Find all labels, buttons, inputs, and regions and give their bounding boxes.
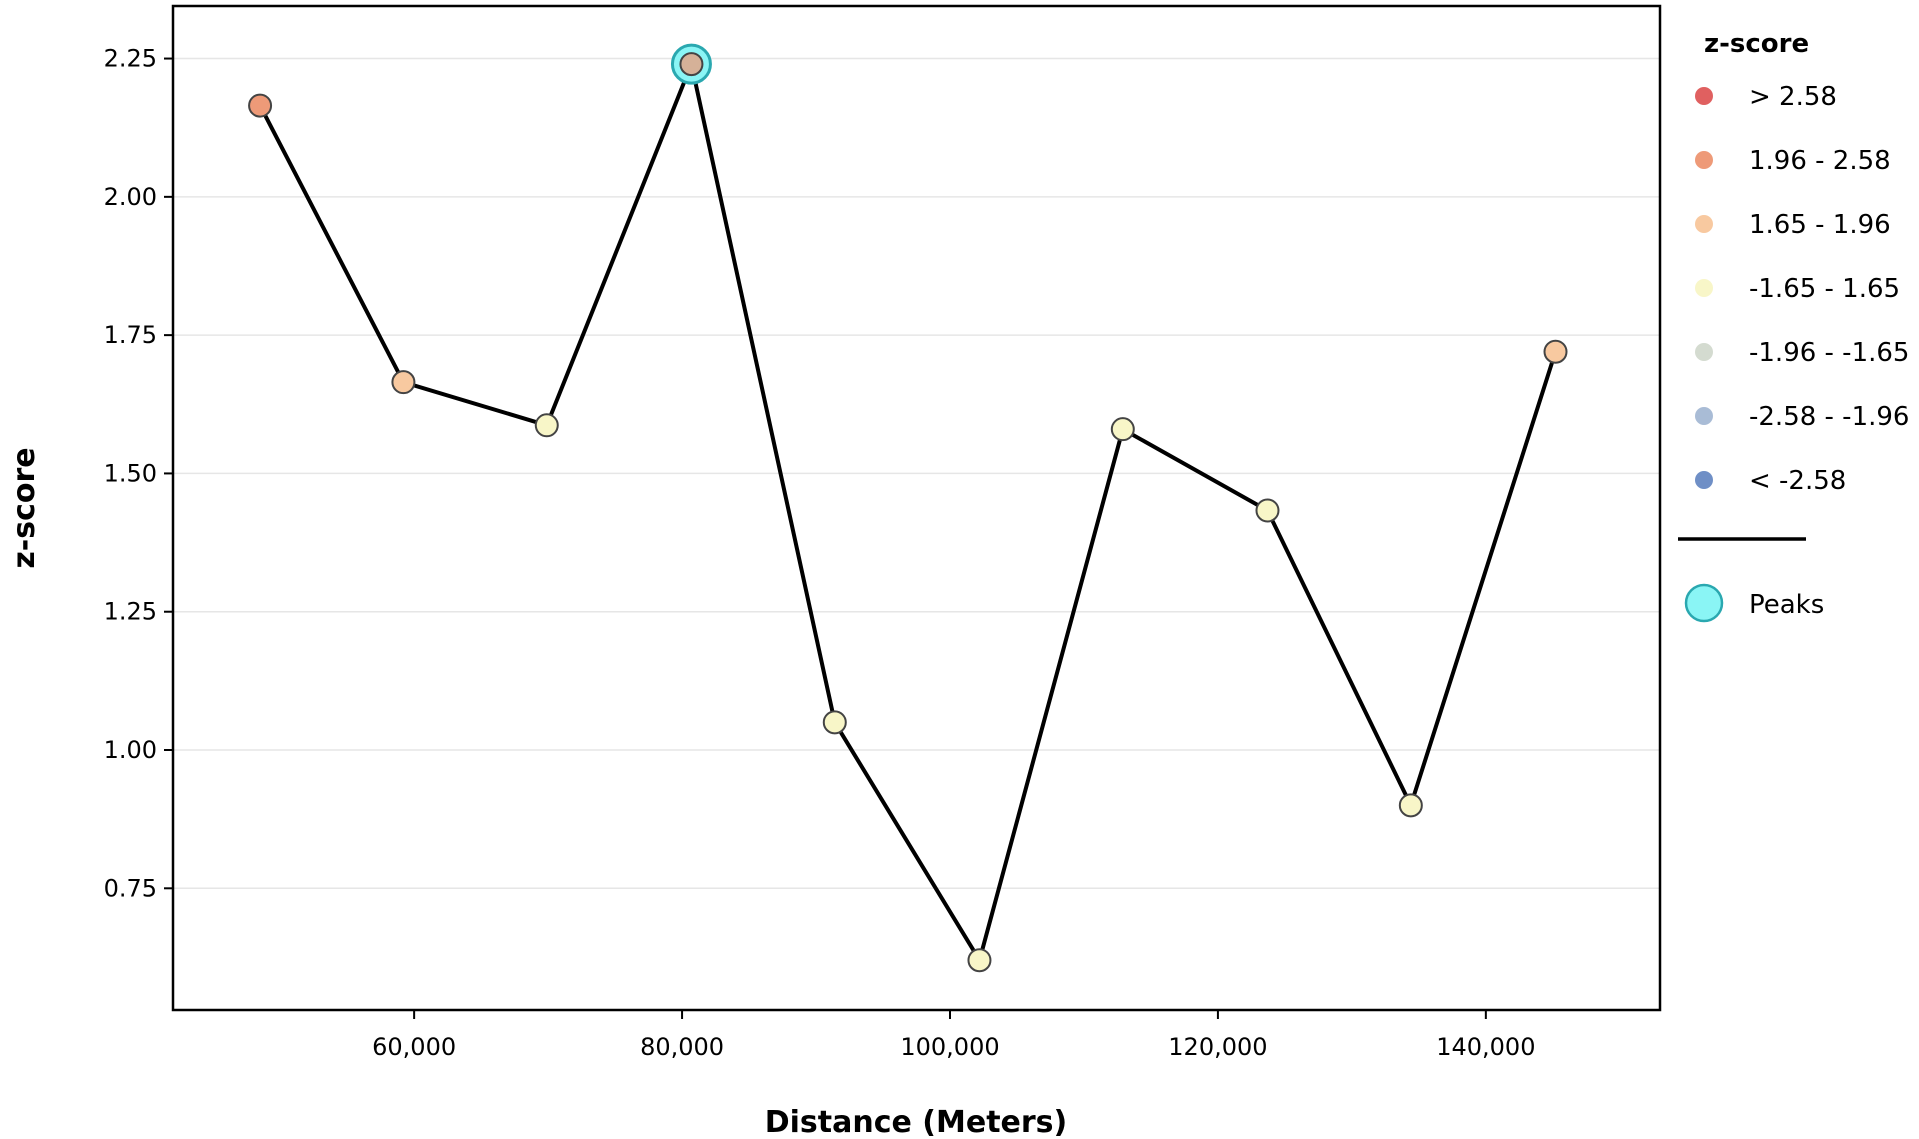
legend-swatch [1695,151,1713,169]
legend-label: 1.65 - 1.96 [1749,210,1891,240]
data-point [1398,793,1423,818]
legend-label: 1.96 - 2.58 [1749,146,1891,176]
y-tick-label: 1.75 [104,321,157,349]
legend-swatch [1695,87,1713,105]
x-tick-label: 120,000 [1168,1033,1267,1061]
legend-swatch [1695,407,1713,425]
data-point [248,93,273,118]
y-tick-label: 0.75 [104,874,157,902]
data-point [1110,417,1135,442]
legend: z-score > 2.58 1.96 - 2.58 1.65 - 1.96 -1.6… [1678,29,1909,623]
data-point [391,370,416,395]
data-point [822,710,847,735]
data-point [534,413,559,438]
y-axis-ticks: 0.75 1.00 1.25 1.50 1.75 2.00 2.25 [104,45,173,902]
y-tick-label: 2.00 [104,183,157,211]
y-axis-title: z-score [7,447,42,568]
legend-label: -1.96 - -1.65 [1749,338,1909,368]
series-line [258,62,1558,963]
data-point [1255,498,1280,523]
legend-label: > 2.58 [1749,82,1837,112]
legend-swatch [1695,471,1713,489]
data-point [1543,339,1568,364]
data-point [967,948,992,973]
legend-peak-label: Peaks [1749,590,1824,620]
y-tick-label: 1.00 [104,736,157,764]
legend-swatch [1695,215,1713,233]
legend-swatch [1695,343,1713,361]
legend-label: -2.58 - -1.96 [1749,402,1909,432]
legend-label: < -2.58 [1749,466,1846,496]
data-points [248,43,1568,973]
series-z-score [258,62,1558,963]
x-tick-label: 60,000 [372,1033,456,1061]
y-tick-label: 1.25 [104,598,157,626]
legend-items: > 2.58 1.96 - 2.58 1.65 - 1.96 -1.65 - 1.65… [1695,82,1909,496]
y-gridlines [173,57,1660,890]
y-tick-label: 1.50 [104,459,157,487]
legend-swatch [1695,279,1713,297]
x-tick-label: 140,000 [1436,1033,1535,1061]
x-axis-title: Distance (Meters) [765,1105,1068,1139]
y-tick-label: 2.25 [104,45,157,73]
plot-frame [171,4,1662,1012]
x-axis-ticks: 60,000 80,000 100,000 120,000 140,000 [372,1010,1535,1061]
x-tick-label: 80,000 [640,1033,724,1061]
legend-peak-swatch [1684,583,1724,623]
data-point [679,52,704,77]
legend-label: -1.65 - 1.65 [1749,274,1900,304]
legend-title: z-score [1704,29,1809,59]
x-tick-label: 100,000 [900,1033,999,1061]
